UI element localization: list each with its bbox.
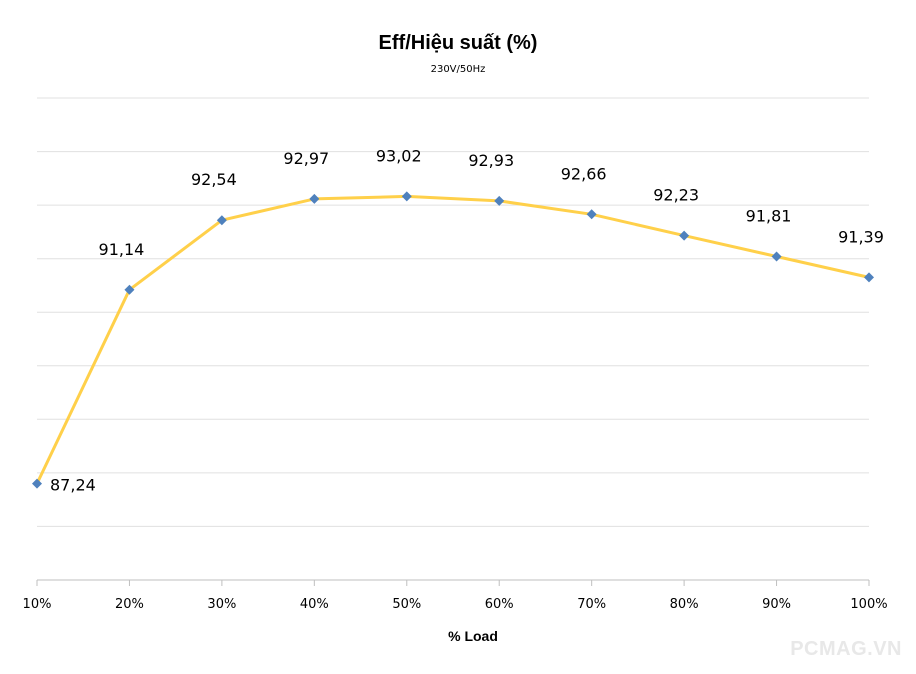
data-label: 92,23 xyxy=(653,186,699,205)
chart-subtitle: 230V/50Hz xyxy=(430,64,486,75)
data-label: 91,81 xyxy=(746,207,792,226)
data-label: 91,39 xyxy=(838,227,884,246)
x-tick-label: 50% xyxy=(392,597,421,612)
data-point xyxy=(771,251,782,262)
x-tick-label: 70% xyxy=(577,597,606,612)
data-label: 91,14 xyxy=(99,240,145,259)
data-label: 92,66 xyxy=(561,164,607,183)
data-label: 92,54 xyxy=(191,170,237,189)
x-tick-label: 10% xyxy=(23,597,52,612)
data-point xyxy=(124,284,135,295)
data-label: 92,97 xyxy=(283,149,329,168)
x-tick-label: 20% xyxy=(115,597,144,612)
data-point xyxy=(864,272,874,283)
series-line xyxy=(35,194,871,486)
x-tick-label: 40% xyxy=(300,597,329,612)
series-line-group xyxy=(35,194,871,486)
data-point xyxy=(309,193,320,204)
data-point xyxy=(32,478,42,489)
x-axis-title: % Load xyxy=(448,628,498,644)
x-tick-label: 80% xyxy=(670,597,699,612)
x-axis: 10% 20% 30% 40% 50% 60% 70% 80% 90% 100% xyxy=(23,579,888,612)
x-tick-label: 100% xyxy=(850,597,887,612)
x-tick-label: 30% xyxy=(207,597,236,612)
data-point xyxy=(401,191,412,202)
watermark-logo: PCMAG.VN xyxy=(790,638,902,660)
data-label: 92,93 xyxy=(468,151,514,170)
data-point xyxy=(586,209,597,220)
chart-title: Eff/Hiệu suất (%) xyxy=(378,32,538,54)
data-markers xyxy=(32,191,874,489)
data-label: 87,24 xyxy=(50,476,96,495)
x-tick-label: 60% xyxy=(485,597,514,612)
data-point xyxy=(679,230,690,241)
data-labels: 87,24 91,14 92,54 92,97 93,02 92,93 92,66 92,23… xyxy=(50,146,884,494)
data-label: 93,02 xyxy=(376,146,422,165)
x-tick-label: 90% xyxy=(762,597,791,612)
data-point xyxy=(494,195,505,206)
gridlines xyxy=(37,97,869,527)
data-point xyxy=(216,215,227,226)
